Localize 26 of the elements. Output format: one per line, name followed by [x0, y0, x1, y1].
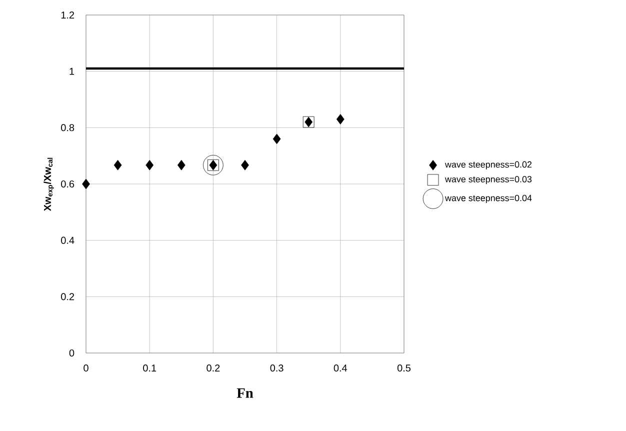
- y-tick-label: 0: [69, 349, 74, 357]
- point: [177, 160, 186, 170]
- y-tick-label: 0.4: [61, 236, 74, 244]
- legend-label: wave steepness=0.03: [444, 176, 532, 184]
- x-tick-label: 0.2: [206, 364, 220, 372]
- y-axis-title: Xw$_{exp}$/Xw$_{cal}$: [44, 158, 54, 212]
- point: [146, 160, 154, 170]
- x-tick-label: 0.1: [143, 364, 156, 372]
- legend-label: wave steepness=0.02: [444, 161, 532, 170]
- x-tick-label: 0.3: [270, 364, 284, 372]
- point: [336, 114, 344, 124]
- legend-label: wave steepness=0.04: [444, 194, 532, 203]
- y-tick-label: 1: [70, 68, 74, 75]
- x-tick-label: 0: [84, 364, 88, 372]
- point: [203, 154, 224, 176]
- point: [82, 178, 90, 190]
- y-tick-label: 0.8: [61, 124, 74, 132]
- x-tick-label: 0.4: [334, 364, 348, 372]
- y-tick-label: 0.2: [61, 293, 74, 300]
- y-tick-label: 0.6: [61, 180, 74, 188]
- point: [114, 160, 122, 170]
- point: [241, 160, 249, 170]
- y-tick-label: 1.2: [61, 12, 74, 18]
- point: [272, 134, 281, 144]
- x-tick-label: 0.5: [397, 364, 411, 372]
- x-axis-title: Fn: [236, 388, 254, 398]
